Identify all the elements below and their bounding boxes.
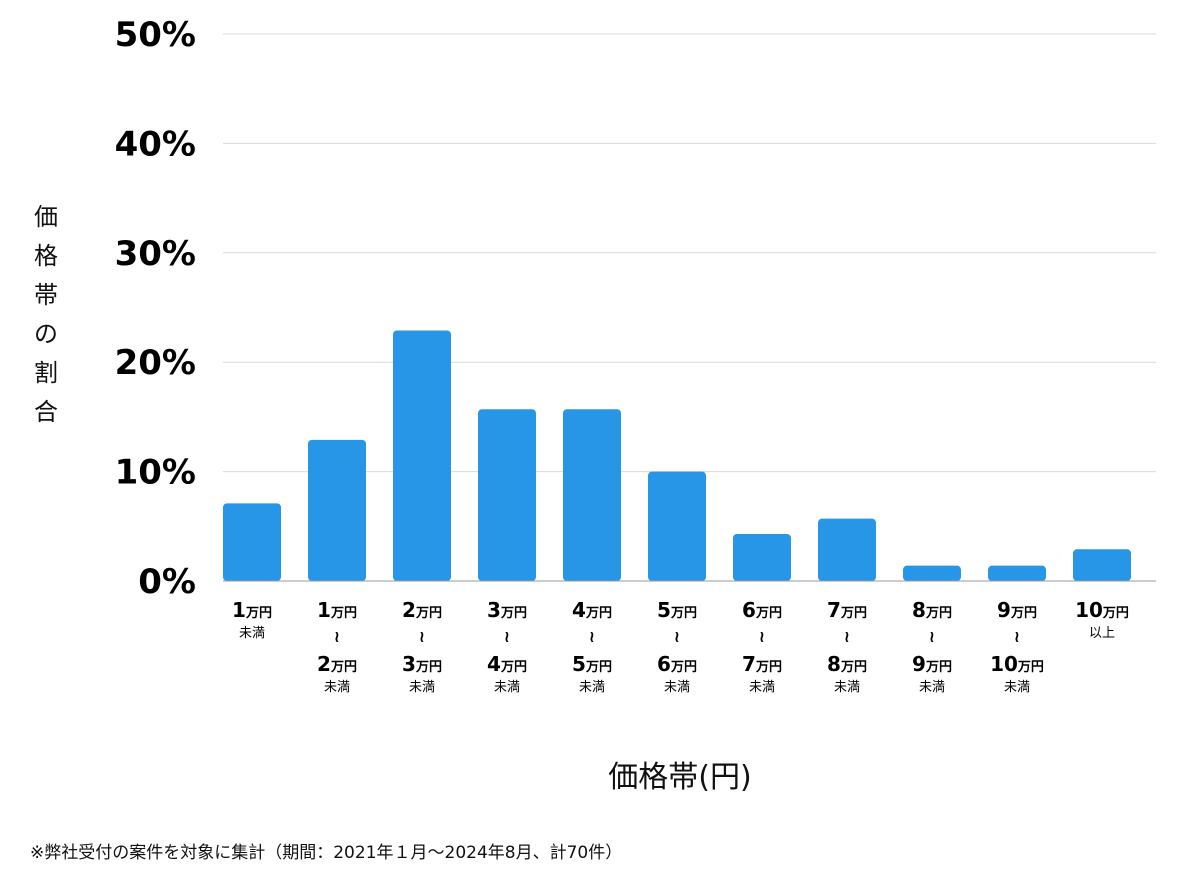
- svg-text:9万円: 9万円: [997, 598, 1037, 622]
- bar: [818, 518, 876, 581]
- bar: [478, 409, 536, 581]
- svg-text:~: ~: [328, 630, 347, 643]
- bar: [648, 471, 706, 581]
- bars: [223, 330, 1131, 581]
- bar: [1073, 549, 1131, 581]
- svg-text:6万円: 6万円: [657, 652, 697, 676]
- x-axis-ticks: 1万円未満1万円~2万円未満2万円~3万円未満3万円~4万円未満4万円~5万円未…: [232, 598, 1129, 695]
- svg-text:未満: 未満: [919, 680, 945, 695]
- svg-text:~: ~: [583, 630, 602, 643]
- svg-text:未満: 未満: [1004, 680, 1030, 695]
- svg-text:未満: 未満: [749, 680, 775, 695]
- x-axis-title: 価格帯(円): [608, 760, 751, 795]
- svg-text:~: ~: [413, 630, 432, 643]
- svg-text:8万円: 8万円: [912, 598, 952, 622]
- y-tick-label: 10%: [115, 453, 196, 493]
- svg-text:2万円: 2万円: [317, 652, 357, 676]
- bar: [308, 439, 366, 581]
- bar: [733, 533, 791, 581]
- bar: [223, 503, 281, 581]
- svg-text:~: ~: [923, 630, 942, 643]
- svg-text:10万円: 10万円: [1075, 598, 1129, 622]
- svg-text:未満: 未満: [834, 680, 860, 695]
- svg-text:未満: 未満: [494, 680, 520, 695]
- grid-lines: [223, 33, 1156, 473]
- svg-text:8万円: 8万円: [827, 652, 867, 676]
- y-axis-title: 価格帯の割合: [34, 203, 58, 426]
- y-tick-label: 30%: [115, 234, 196, 274]
- svg-text:6万円: 6万円: [742, 598, 782, 622]
- y-tick-label: 50%: [115, 15, 196, 55]
- bar: [903, 565, 961, 581]
- svg-text:~: ~: [498, 630, 517, 643]
- svg-text:4万円: 4万円: [487, 652, 527, 676]
- y-axis-ticks: 0% 10% 20% 30% 40% 50%: [115, 15, 196, 602]
- y-tick-label: 40%: [115, 124, 196, 164]
- y-tick-label: 20%: [115, 343, 196, 383]
- svg-text:~: ~: [753, 630, 772, 643]
- svg-text:~: ~: [838, 630, 857, 643]
- svg-text:2万円: 2万円: [402, 598, 442, 622]
- svg-text:~: ~: [668, 630, 687, 643]
- svg-text:9万円: 9万円: [912, 652, 952, 676]
- y-tick-label: 0%: [138, 562, 196, 602]
- svg-text:1万円: 1万円: [317, 598, 357, 622]
- svg-text:~: ~: [1008, 630, 1027, 643]
- svg-text:10万円: 10万円: [990, 652, 1044, 676]
- svg-text:未満: 未満: [409, 680, 435, 695]
- svg-text:未満: 未満: [239, 626, 265, 641]
- svg-text:4万円: 4万円: [572, 598, 612, 622]
- bar: [563, 409, 621, 581]
- svg-text:1万円: 1万円: [232, 598, 272, 622]
- svg-text:未満: 未満: [579, 680, 605, 695]
- svg-text:未満: 未満: [664, 680, 690, 695]
- svg-text:3万円: 3万円: [402, 652, 442, 676]
- svg-text:5万円: 5万円: [572, 652, 612, 676]
- bar: [988, 565, 1046, 581]
- footnote: ※弊社受付の案件を対象に集計（期間：2021年１月〜2024年8月、計70件）: [30, 843, 623, 863]
- svg-text:5万円: 5万円: [657, 598, 697, 622]
- svg-text:未満: 未満: [324, 680, 350, 695]
- svg-text:3万円: 3万円: [487, 598, 527, 622]
- svg-text:7万円: 7万円: [742, 652, 782, 676]
- svg-text:7万円: 7万円: [827, 598, 867, 622]
- svg-text:以上: 以上: [1089, 626, 1115, 641]
- bar: [393, 330, 451, 581]
